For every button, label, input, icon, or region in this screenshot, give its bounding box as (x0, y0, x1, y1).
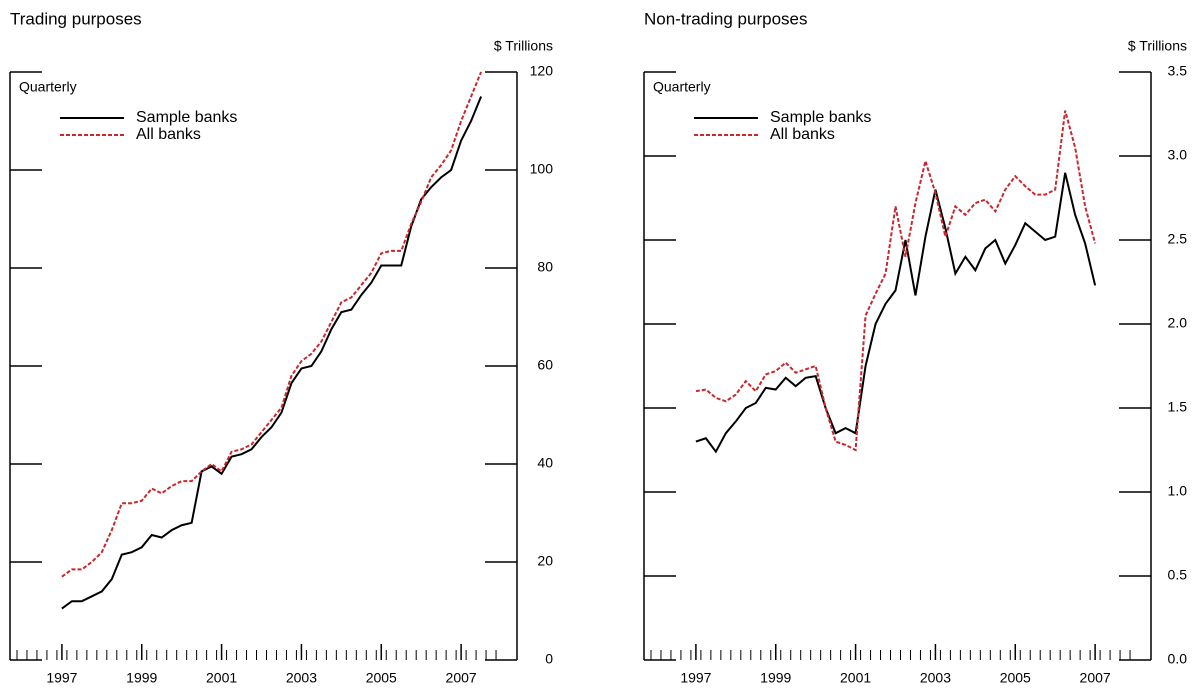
chart-title: Trading purposes (10, 9, 142, 28)
legend-label: Sample banks (770, 109, 871, 126)
unit-label: $ Trillions (1128, 38, 1187, 54)
y-tick-label: 0.0 (1168, 651, 1188, 667)
x-tick-label: 2001 (840, 670, 871, 686)
y-tick-label: 120 (530, 63, 554, 79)
x-tick-label: 2007 (1080, 670, 1111, 686)
line-series (695, 172, 1097, 454)
x-tick-label: 1997 (46, 670, 77, 686)
x-tick-label: 1997 (680, 670, 711, 686)
y-tick-label: 60 (537, 357, 553, 373)
line-series (61, 71, 482, 578)
y-tick-label: 1.0 (1168, 483, 1188, 499)
y-tick-label: 0.5 (1168, 567, 1188, 583)
line-series (61, 96, 482, 610)
x-tick-label: 2001 (206, 670, 237, 686)
x-tick-label: 1999 (760, 670, 791, 686)
y-tick-label: 20 (537, 553, 553, 569)
y-tick-label: 100 (530, 161, 554, 177)
x-tick-label: 2003 (920, 670, 951, 686)
legend-label: All banks (136, 126, 201, 143)
unit-label: $ Trillions (494, 38, 553, 54)
x-tick-label: 2007 (446, 670, 477, 686)
y-tick-label: 0 (545, 651, 553, 667)
y-tick-label: 3.5 (1168, 63, 1188, 79)
legend-label: All banks (770, 126, 835, 143)
x-tick-label: 1999 (126, 670, 157, 686)
annotation: Quarterly (19, 79, 77, 95)
line-series (695, 110, 1097, 452)
x-tick-label: 2005 (1000, 670, 1031, 686)
annotation: Quarterly (653, 79, 711, 95)
legend-label: Sample banks (136, 109, 237, 126)
x-tick-label: 2003 (286, 670, 317, 686)
y-tick-label: 3.0 (1168, 147, 1188, 163)
chart-title: Non-trading purposes (644, 9, 807, 28)
y-tick-label: 40 (537, 455, 553, 471)
y-tick-label: 80 (537, 259, 553, 275)
y-tick-label: 1.5 (1168, 399, 1188, 415)
y-tick-label: 2.5 (1168, 231, 1188, 247)
y-tick-label: 2.0 (1168, 315, 1188, 331)
x-tick-label: 2005 (366, 670, 397, 686)
